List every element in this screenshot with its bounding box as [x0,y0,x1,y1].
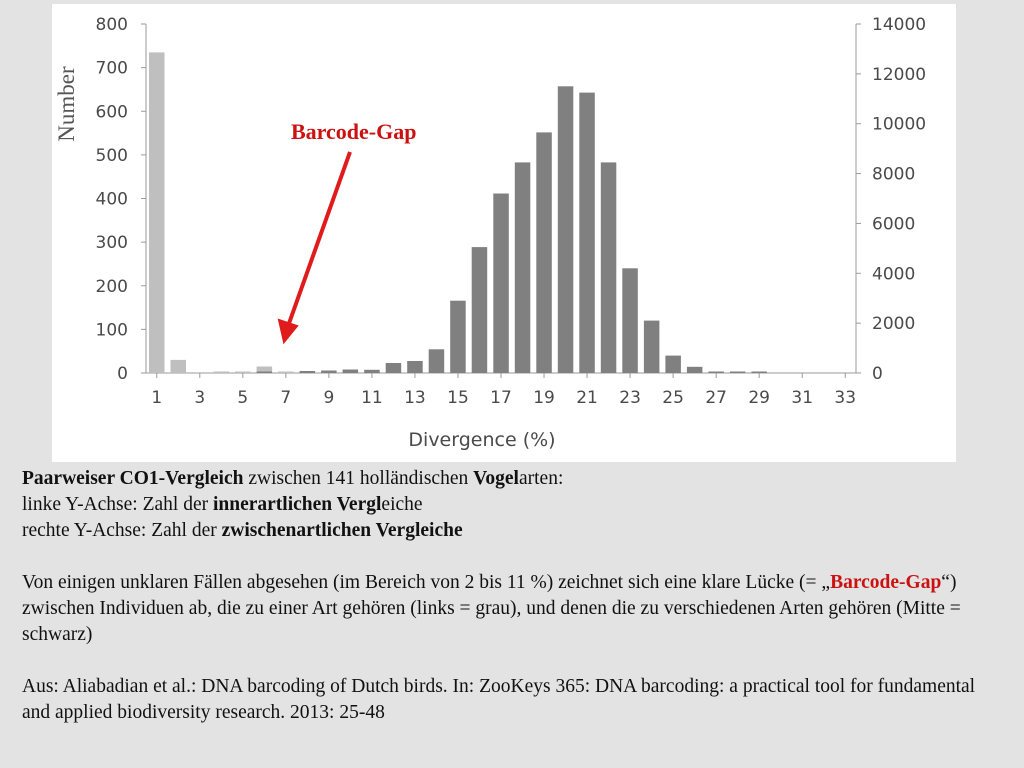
bar-interspecific-22 [600,162,617,373]
bar-interspecific-16 [471,247,488,373]
right-tick-label: 0 [872,364,883,384]
chart-panel: 0 100 200 300 400 500 600 700 800 0 2000 4000 6000 80… [52,4,956,462]
right-tick-label: 2000 [872,314,915,334]
x-axis-title: Divergence (%) [408,429,555,451]
x-tick-label: 31 [791,388,813,408]
x-tick-label: 25 [662,388,684,408]
bar-interspecific-14 [428,349,445,373]
bar-intraspecific-4 [213,371,230,373]
x-tick-label: 21 [576,388,598,408]
divergence-histogram: 0100200300400500600700800020004000600080… [54,15,927,451]
caption-line-3: rechte Y-Achse: Zahl der zwischenartlich… [22,520,463,541]
interspecific-bars [256,86,767,374]
bar-interspecific-12 [385,363,402,373]
figure-caption: Paarweiser CO1-Vergleich zwischen 141 ho… [22,466,1007,726]
x-tick-label: 3 [194,388,205,408]
right-tick-label: 10000 [872,115,926,135]
bar-interspecific-24 [643,320,660,373]
left-tick-label: 0 [117,364,128,384]
barcode-gap-annotation: Barcode-Gap [277,119,416,345]
bar-interspecific-9 [321,370,337,373]
right-tick-label: 12000 [872,65,926,85]
bar-interspecific-11 [364,369,380,373]
x-tick-label: 5 [237,388,248,408]
bar-interspecific-6 [256,371,273,373]
caption-explanation: Von einigen unklaren Fällen abgesehen (i… [22,572,961,645]
right-tick-label: 4000 [872,264,915,284]
left-tick-label: 100 [96,320,128,340]
x-tick-label: 9 [323,388,334,408]
caption-source: Aus: Aliabadian et al.: DNA barcoding of… [22,676,976,723]
left-tick-label: 400 [96,190,128,210]
bar-interspecific-13 [407,361,423,373]
left-tick-label: 800 [96,15,128,35]
right-tick-label: 8000 [872,165,915,185]
bar-interspecific-29 [751,371,767,373]
x-tick-label: 33 [834,388,856,408]
x-tick-label: 13 [404,388,426,408]
bar-interspecific-17 [493,193,509,373]
left-tick-label: 700 [96,59,128,79]
bar-interspecific-21 [579,92,595,373]
bar-interspecific-26 [686,366,703,373]
left-tick-label: 600 [96,102,128,122]
x-tick-label: 23 [619,388,641,408]
bar-interspecific-10 [342,369,359,373]
x-tick-label: 27 [705,388,727,408]
y-axis-title-left: Number [54,66,79,142]
bar-intraspecific-2 [170,359,186,373]
bar-interspecific-23 [622,268,638,373]
barcode-gap-arrow-head [277,318,299,345]
bar-interspecific-19 [536,132,552,373]
x-tick-label: 1 [151,388,162,408]
right-tick-label: 14000 [872,15,926,35]
bar-intraspecific-7 [278,371,294,373]
left-tick-label: 300 [96,233,128,253]
bar-intraspecific-5 [235,371,251,373]
x-tick-label: 7 [280,388,291,408]
bar-interspecific-25 [665,355,681,373]
x-tick-label: 11 [361,388,383,408]
caption-line-1: Paarweiser CO1-Vergleich zwischen 141 ho… [22,468,564,489]
tick-labels: 0100200300400500600700800020004000600080… [96,15,927,408]
bar-interspecific-20 [557,86,574,374]
bar-intraspecific-1 [149,52,165,374]
barcode-gap-label: Barcode-Gap [291,119,416,144]
bar-interspecific-28 [729,371,746,373]
x-tick-label: 29 [748,388,770,408]
intraspecific-bars [149,52,380,374]
bar-intraspecific-6 [256,366,273,373]
x-tick-label: 17 [490,388,512,408]
left-tick-label: 200 [96,277,128,297]
barcode-gap-arrow-shaft [285,151,352,330]
caption-line-2: linke Y-Achse: Zahl der innerartlichen V… [22,494,423,515]
x-tick-label: 15 [447,388,469,408]
bar-interspecific-8 [299,371,316,373]
bar-interspecific-27 [708,371,724,373]
left-tick-label: 500 [96,146,128,166]
bar-interspecific-15 [450,300,466,373]
right-tick-label: 6000 [872,214,915,234]
x-tick-label: 19 [533,388,555,408]
barcode-gap-term: Barcode-Gap [830,572,942,593]
bar-interspecific-18 [514,162,531,373]
